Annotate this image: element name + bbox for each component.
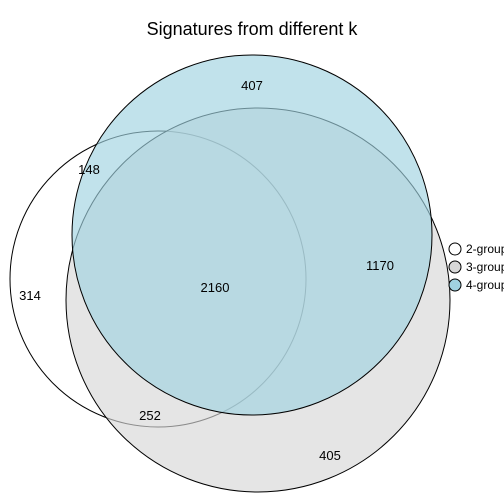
legend-swatch-icon <box>449 279 461 291</box>
region-all: 2160 <box>201 280 230 295</box>
legend-label: 3-group <box>466 260 504 274</box>
legend-swatch-icon <box>449 261 461 273</box>
region-2and4: 148 <box>78 162 100 177</box>
region-3and4: 1170 <box>366 258 394 273</box>
region-only3: 405 <box>319 448 341 463</box>
legend-label: 4-group <box>466 278 504 292</box>
venn-circle-4group <box>72 55 432 415</box>
region-only4: 407 <box>241 78 263 93</box>
legend-label: 2-group <box>466 242 504 256</box>
legend-swatch-icon <box>449 243 461 255</box>
chart-title: Signatures from different k <box>147 19 359 39</box>
region-only2: 314 <box>19 288 41 303</box>
legend: 2-group 3-group 4-group <box>449 242 504 292</box>
region-2and3: 252 <box>139 408 161 423</box>
